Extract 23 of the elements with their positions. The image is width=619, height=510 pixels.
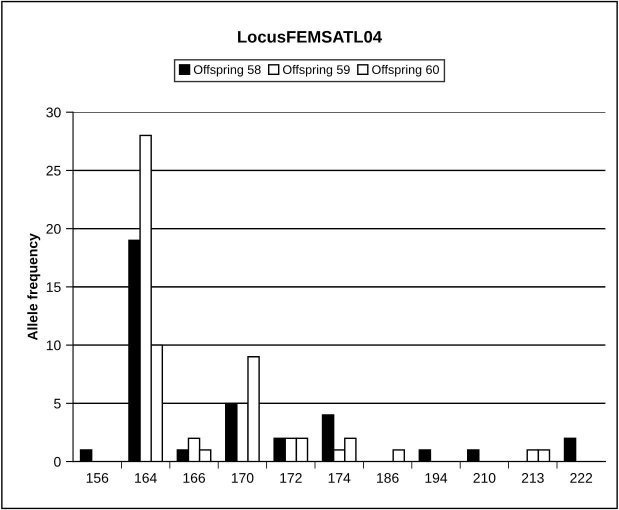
x-tick-label: 222 xyxy=(570,473,592,483)
y-tick-label: 10 xyxy=(46,340,61,350)
y-tick-label: 5 xyxy=(54,398,61,408)
x-tick-label: 194 xyxy=(425,473,448,483)
legend-label: Offspring 60 xyxy=(372,64,439,77)
x-tick-label: 166 xyxy=(184,473,206,483)
x-tick-label: 186 xyxy=(377,473,399,483)
legend-label: Offspring 59 xyxy=(283,64,350,77)
y-tick-label: 30 xyxy=(46,108,61,118)
chart-title: LocusFEMSATL04 xyxy=(238,30,382,43)
x-tick-label: 174 xyxy=(328,473,350,483)
x-tick-label: 213 xyxy=(522,473,544,483)
x-tick-label: 210 xyxy=(474,473,496,483)
y-tick-label: 25 xyxy=(46,166,61,176)
y-tick-label: 20 xyxy=(46,224,61,234)
y-tick-label: 15 xyxy=(46,282,61,292)
x-tick-label: 156 xyxy=(86,473,108,483)
y-tick-label: 0 xyxy=(54,456,61,467)
x-tick-label: 170 xyxy=(232,473,254,483)
x-tick-label: 172 xyxy=(280,473,302,483)
y-axis-title: Allele frequency xyxy=(27,233,40,340)
legend-label: Offspring 58 xyxy=(194,64,261,77)
x-tick-label: 164 xyxy=(135,473,157,483)
